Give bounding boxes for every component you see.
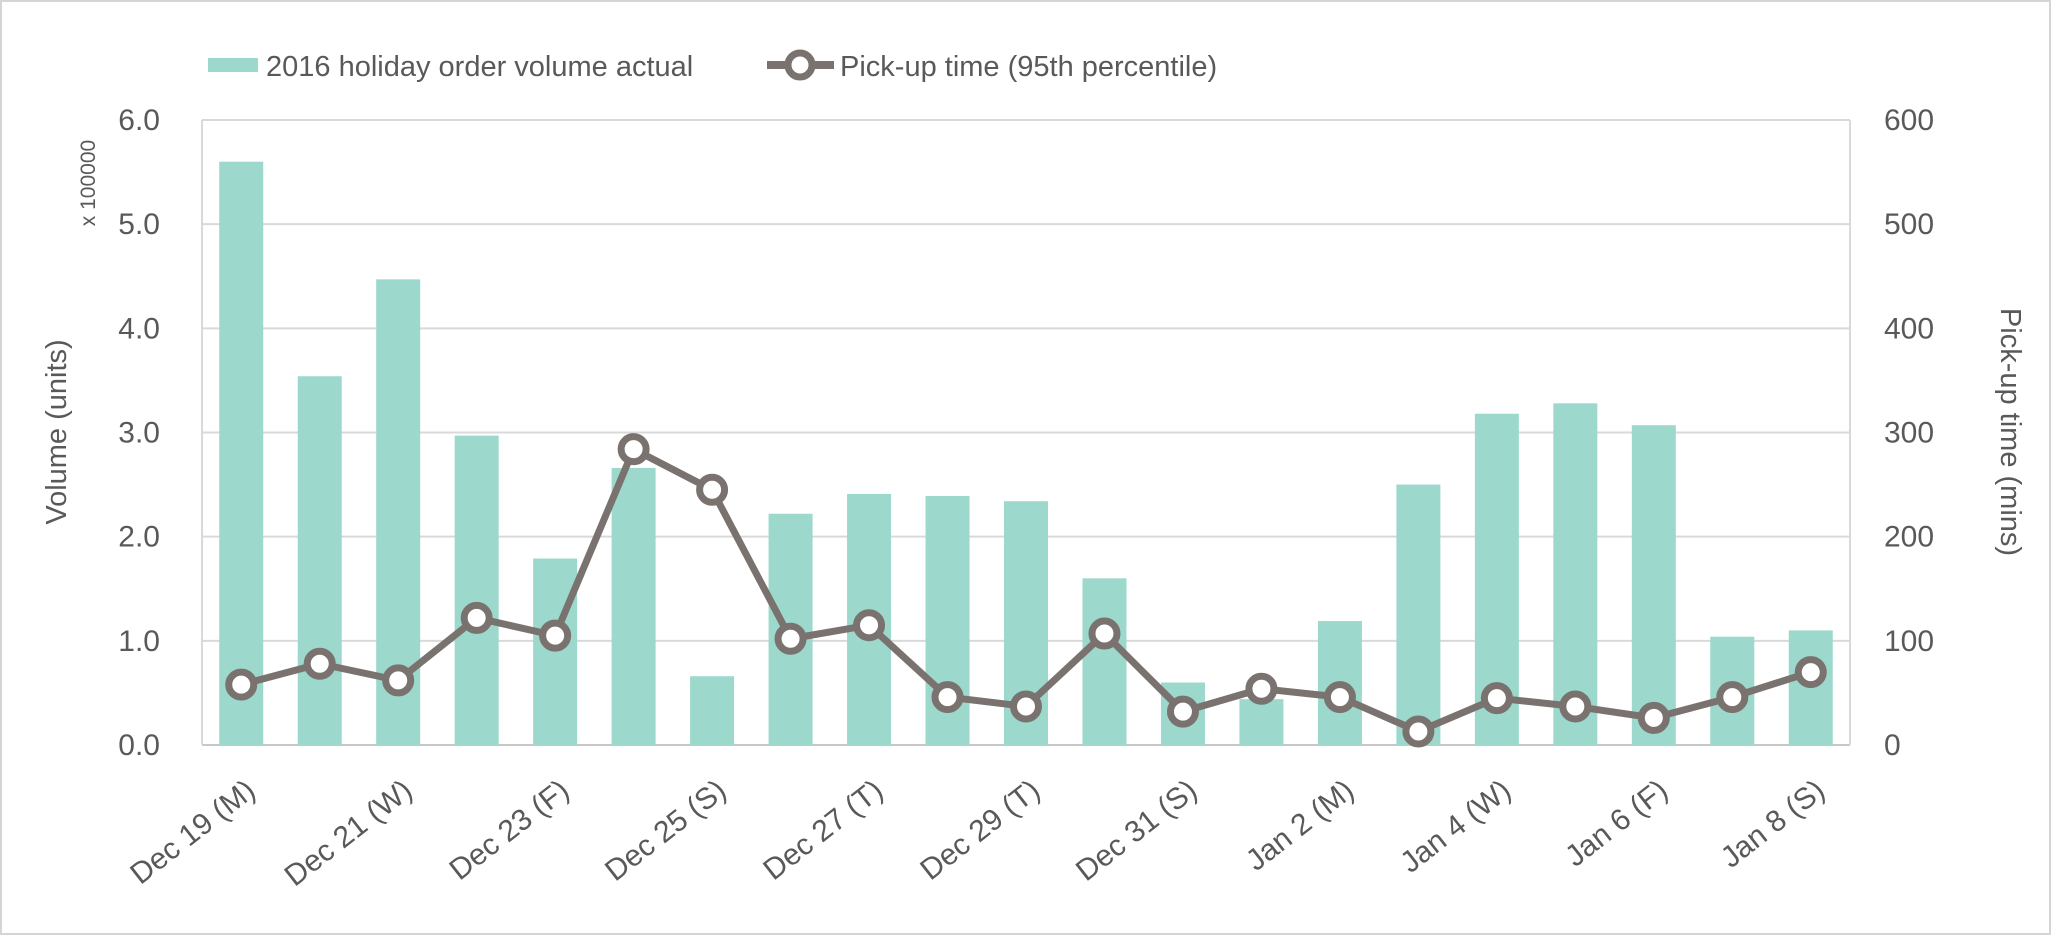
volume-bar	[1396, 484, 1441, 745]
bar-series-volume	[219, 161, 1833, 745]
legend-line-label: Pick-up time (95th percentile)	[840, 51, 1217, 83]
right-axis-tick: 500	[1884, 208, 1934, 241]
pickup-time-marker	[1716, 681, 1749, 714]
pickup-time-marker	[1637, 701, 1670, 734]
right-axis-title: Pick-up time (mins)	[1994, 308, 2026, 556]
x-axis-date-label: Jan 8 (S)	[1715, 774, 1831, 875]
right-axis-tick: 600	[1884, 104, 1934, 137]
volume-bar	[1553, 403, 1598, 745]
legend: 2016 holiday order volume actual Pick-up…	[208, 49, 1217, 83]
x-axis-date-label: Dec 31 (S)	[1070, 774, 1203, 888]
pickup-time-marker	[1010, 690, 1042, 723]
pickup-time-marker	[1402, 715, 1435, 748]
x-axis-date-label: Dec 27 (T)	[757, 774, 889, 887]
pickup-time-marker	[853, 609, 886, 642]
volume-bar	[1631, 425, 1676, 745]
legend-bar-swatch	[208, 58, 258, 72]
pickup-time-marker	[382, 664, 415, 697]
right-axis-tick: 200	[1884, 521, 1934, 554]
volume-bar	[297, 376, 342, 745]
right-axis-tick: 300	[1884, 417, 1934, 450]
volume-bar	[1239, 699, 1284, 745]
pickup-time-marker	[1480, 682, 1513, 715]
left-axis-tick: 5.0	[118, 208, 160, 241]
pickup-time-marker	[1794, 656, 1827, 689]
pickup-time-marker	[460, 601, 493, 634]
right-axis-tick: 400	[1884, 312, 1934, 345]
x-axis-date-label: Dec 21 (W)	[279, 774, 419, 893]
pickup-time-marker	[774, 622, 807, 655]
pickup-time-marker	[1559, 690, 1592, 723]
left-axis-multiplier-label: x 100000	[77, 140, 100, 226]
right-axis-tick-labels: 0 100 200 300 400 500 600	[1884, 104, 1934, 762]
pickup-time-marker	[303, 647, 336, 680]
right-axis-tick: 100	[1884, 625, 1934, 658]
left-axis-tick: 3.0	[118, 417, 160, 450]
pickup-time-marker	[617, 433, 650, 466]
pickup-time-marker	[225, 668, 258, 701]
line-series-pickup-time	[225, 433, 1827, 748]
x-axis-date-label: Jan 2 (M)	[1240, 774, 1360, 878]
volume-bar	[611, 467, 656, 745]
left-axis-tick-labels: 0.0 1.0 2.0 3.0 4.0 5.0 6.0	[118, 104, 160, 762]
left-axis-tick: 1.0	[118, 625, 160, 658]
volume-bar	[219, 161, 264, 745]
pickup-time-marker	[539, 619, 572, 652]
legend-bar-label: 2016 holiday order volume actual	[266, 51, 693, 83]
x-axis-date-label: Jan 4 (W)	[1394, 774, 1517, 880]
x-axis-date-label: Dec 23 (F)	[443, 774, 575, 887]
volume-bar	[690, 676, 735, 745]
volume-bar	[533, 558, 578, 745]
left-axis-tick: 0.0	[118, 729, 160, 762]
x-axis-date-label: Dec 29 (T)	[914, 774, 1046, 887]
pickup-time-marker	[696, 473, 729, 506]
pickup-time-marker	[1088, 617, 1121, 650]
x-axis-date-label: Dec 19 (M)	[124, 774, 261, 891]
right-axis-tick: 0	[1884, 729, 1901, 762]
pickup-time-marker	[1323, 681, 1356, 714]
x-axis-date-labels: Dec 19 (M) Dec 21 (W) Dec 23 (F) Dec 25 (S)…	[124, 774, 1831, 893]
volume-bar	[1082, 578, 1127, 745]
left-axis-tick: 6.0	[118, 104, 160, 137]
pickup-time-marker	[1245, 672, 1278, 705]
x-axis-date-label: Dec 25 (S)	[599, 774, 732, 888]
left-axis-tick: 2.0	[118, 521, 160, 554]
axis-lines	[201, 120, 1851, 745]
pickup-time-marker	[931, 681, 964, 714]
x-axis-date-label: Jan 6 (F)	[1559, 774, 1674, 874]
legend-line-marker-icon	[784, 49, 816, 81]
left-axis-tick: 4.0	[118, 312, 160, 345]
pickup-time-marker	[1166, 695, 1199, 728]
left-axis-title: Volume (units)	[41, 339, 73, 524]
volume-bar	[454, 435, 499, 745]
